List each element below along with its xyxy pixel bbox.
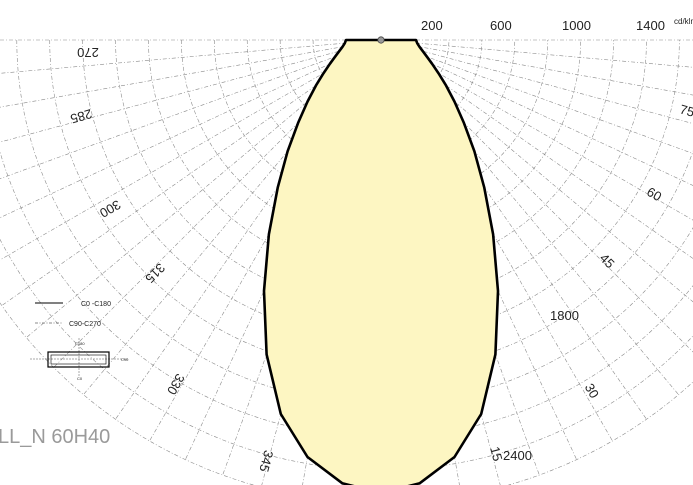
angle-label: 15 bbox=[487, 445, 505, 463]
curve-fill-area bbox=[264, 40, 498, 485]
angle-label: 345 bbox=[256, 449, 276, 474]
intensity-curves bbox=[262, 36, 500, 485]
grid-radial bbox=[414, 48, 693, 124]
grid-arc bbox=[49, 39, 693, 372]
angle-label: 45 bbox=[597, 250, 618, 271]
legend-item-c0-c180: C0 -C180 bbox=[81, 301, 111, 308]
grid-arc bbox=[181, 39, 581, 240]
curve-c0-c180 bbox=[262, 38, 500, 485]
grid-radial bbox=[149, 70, 364, 442]
grid-radial bbox=[403, 66, 679, 395]
radial-tick-label: 1400 bbox=[636, 18, 665, 33]
legend: C0 -C180 C90-C270 bbox=[35, 301, 111, 328]
grid-radial bbox=[398, 70, 613, 442]
grid-arc bbox=[16, 39, 693, 405]
grid-radial bbox=[412, 54, 693, 186]
grid-radial bbox=[0, 45, 347, 108]
unit-label: cd/klm bbox=[674, 17, 693, 26]
angle-label: 270 bbox=[77, 45, 99, 60]
radial-tick-label: 1000 bbox=[562, 18, 591, 33]
symbol-label-c180: C180 bbox=[75, 341, 85, 346]
grid-radial bbox=[405, 64, 693, 353]
angle-label: 285 bbox=[69, 106, 94, 126]
product-label: LL_N 60H40 bbox=[0, 426, 111, 448]
radial-tick-label: 200 bbox=[421, 18, 443, 33]
grid-radial bbox=[53, 64, 357, 368]
grid-radial bbox=[415, 45, 693, 96]
grid-radial bbox=[415, 42, 693, 68]
grid-radial bbox=[0, 54, 350, 218]
radial-tick-label: 600 bbox=[490, 18, 512, 33]
angle-label: 75 bbox=[678, 102, 693, 120]
symbol-label-c0: C0 bbox=[77, 376, 83, 381]
angle-label: 30 bbox=[582, 381, 602, 401]
grid-radial bbox=[0, 51, 349, 179]
angle-label: 315 bbox=[142, 260, 168, 286]
legend-item-c90-c270: C90-C270 bbox=[69, 321, 101, 328]
grid-arc bbox=[279, 39, 483, 142]
grid-radial bbox=[400, 68, 647, 420]
grid-radial bbox=[83, 66, 359, 395]
pole-marker bbox=[377, 36, 385, 44]
grid-radial bbox=[115, 68, 362, 420]
grid-radial bbox=[411, 57, 693, 221]
grid-radial bbox=[1, 59, 353, 306]
grid-arc bbox=[312, 39, 450, 109]
grid-radial bbox=[413, 51, 693, 154]
grid-radial bbox=[0, 48, 348, 143]
radial-tick-label: 2400 bbox=[503, 448, 532, 463]
grid-radial bbox=[0, 42, 347, 74]
radial-tick-label: 1800 bbox=[550, 308, 579, 323]
grid-radial bbox=[0, 57, 351, 261]
angle-label: 60 bbox=[644, 184, 664, 204]
luminaire-symbol-icon: C180 C90 C0 bbox=[30, 338, 129, 381]
grid-radial bbox=[407, 62, 693, 303]
symbol-label-c90: C90 bbox=[121, 357, 129, 362]
axis-labels: 200 600 1000 140018002400270285300315330345… bbox=[69, 18, 693, 474]
grid-radial bbox=[26, 62, 355, 338]
grid-radial bbox=[409, 59, 693, 259]
